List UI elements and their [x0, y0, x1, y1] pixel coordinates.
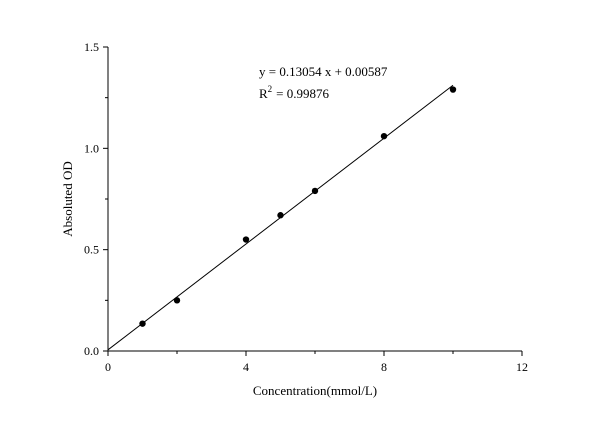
y-tick-label: 1.0 — [84, 141, 99, 155]
r-squared-superscript: 2 — [268, 84, 273, 94]
r-squared-label: R2 = 0.99876 — [259, 84, 330, 101]
r-squared-value: = 0.99876 — [276, 86, 329, 101]
r-squared-r: R — [259, 86, 268, 101]
x-tick-label: 0 — [105, 360, 111, 374]
data-point — [380, 132, 388, 140]
y-tick-label: 0.0 — [84, 344, 99, 358]
tick-labels: 0 4 8 12 0.0 0.5 1.0 1.5 — [84, 40, 528, 374]
ticks — [103, 46, 523, 356]
x-tick-label: 12 — [516, 360, 528, 374]
fit-equation: y = 0.13054 x + 0.00587 — [259, 64, 388, 79]
x-tick-label: 4 — [243, 360, 249, 374]
data-point — [139, 320, 146, 327]
data-point — [173, 297, 181, 304]
data-point — [449, 86, 457, 93]
equation-box: y = 0.13054 x + 0.00587 R2 = 0.99876 — [259, 64, 388, 101]
data-point — [277, 212, 284, 219]
data-point — [311, 187, 319, 195]
y-tick-label: 0.5 — [84, 243, 99, 257]
data-point — [242, 236, 250, 243]
data-points — [139, 86, 457, 327]
x-tick-label: 8 — [381, 360, 387, 374]
y-tick-label: 1.5 — [84, 40, 99, 54]
y-axis-title: Absoluted OD — [60, 161, 75, 236]
x-axis-title: Concentration(mmol/L) — [253, 383, 377, 398]
